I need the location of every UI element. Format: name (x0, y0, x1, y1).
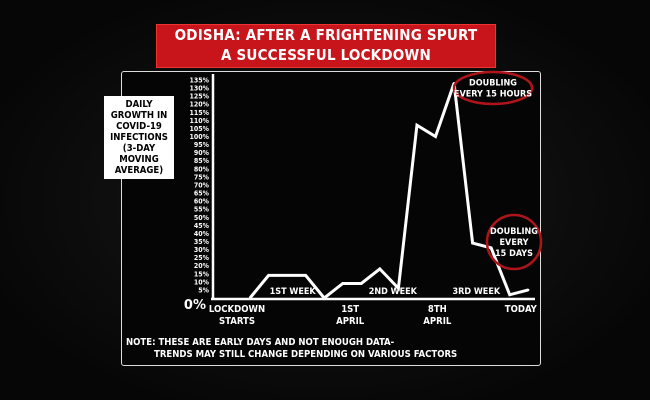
y-tick-label: 65% (194, 190, 210, 198)
data-point (360, 282, 363, 285)
footnote: NOTE: THESE ARE EARLY DAYS AND NOT ENOUG… (126, 337, 457, 361)
y-tick-label: 100% (190, 133, 210, 141)
note-line-1: NOTE: THESE ARE EARLY DAYS AND NOT ENOUG… (126, 337, 395, 348)
chart-title-banner: ODISHA: AFTER A FRIGHTENING SPURT A SUCC… (156, 24, 496, 68)
y-tick-label: 115% (190, 109, 210, 117)
x-tick-label: APRIL (336, 316, 365, 327)
data-point (248, 296, 252, 300)
y-tick-label: 45% (194, 222, 210, 230)
y-tick-label: 135% (190, 77, 210, 85)
data-point (267, 274, 270, 277)
annotation-ring (452, 70, 534, 106)
y-tick-label: 90% (194, 149, 210, 157)
y-tick-label: 35% (194, 238, 210, 246)
y-tick-label: 105% (190, 125, 210, 133)
y-tick-label: 80% (194, 165, 210, 173)
y-tick-label: 20% (194, 262, 210, 270)
y-tick-label: 120% (190, 101, 210, 109)
annotation-text: 15 DAYS (495, 249, 533, 259)
x-tick-label: STARTS (219, 316, 255, 327)
y-tick-label: 60% (194, 198, 210, 206)
data-point (378, 267, 382, 271)
data-point (471, 241, 474, 245)
data-point (341, 282, 344, 285)
y-tick-label: 70% (194, 181, 210, 189)
y-tick-label: 125% (190, 93, 210, 101)
week-label: 1ST WEEK (270, 287, 317, 297)
y-tick-label: 55% (194, 206, 210, 214)
week-label: 2ND WEEK (369, 287, 418, 297)
title-line-1: ODISHA: AFTER A FRIGHTENING SPURT (174, 26, 478, 44)
annotation-text: EVERY 15 HOURS (454, 90, 532, 100)
x-tick-label: APRIL (423, 316, 452, 327)
y-tick-label: 85% (194, 157, 210, 165)
y-zero-label: 0% (184, 298, 206, 313)
y-tick-label: 110% (190, 117, 210, 125)
x-tick-label: TODAY (505, 304, 538, 315)
x-tick-label: 1ST (341, 304, 359, 315)
annotation-text: DOUBLING (490, 227, 538, 237)
y-tick-label: 15% (194, 270, 210, 278)
y-tick-label: 10% (194, 278, 210, 286)
y-tick-label: 5% (198, 286, 209, 294)
data-point (489, 246, 493, 250)
x-tick-label: 8TH (428, 304, 447, 315)
week-label: 3RD WEEK (452, 287, 500, 297)
y-tick-label: 75% (194, 173, 210, 181)
data-point (323, 296, 326, 300)
title-line-2: A SUCCESSFUL LOCKDOWN (220, 46, 432, 64)
series-line (248, 82, 529, 301)
y-tick-label: 130% (190, 85, 210, 93)
x-tick-label: LOCKDOWN (209, 304, 265, 315)
data-point (285, 274, 289, 277)
data-point (434, 135, 437, 138)
data-point (415, 124, 419, 127)
note-line-2: TRENDS MAY STILL CHANGE DEPENDING ON VAR… (154, 349, 458, 360)
data-point (304, 274, 307, 277)
annotation-text: DOUBLING (469, 79, 517, 89)
y-tick-label: 40% (194, 230, 210, 238)
y-tick-label: 95% (194, 141, 210, 149)
y-tick-label: 30% (194, 246, 210, 254)
annotation-ring (485, 213, 543, 271)
y-tick-label: 25% (194, 254, 210, 262)
data-point (397, 287, 400, 290)
data-point (527, 288, 530, 292)
y-tick-label: 50% (194, 214, 210, 222)
annotation-text: EVERY (500, 238, 529, 248)
y-axis-label: DAILY GROWTH IN COVID-19 INFECTIONS (3-D… (104, 96, 174, 179)
data-point (508, 293, 511, 296)
